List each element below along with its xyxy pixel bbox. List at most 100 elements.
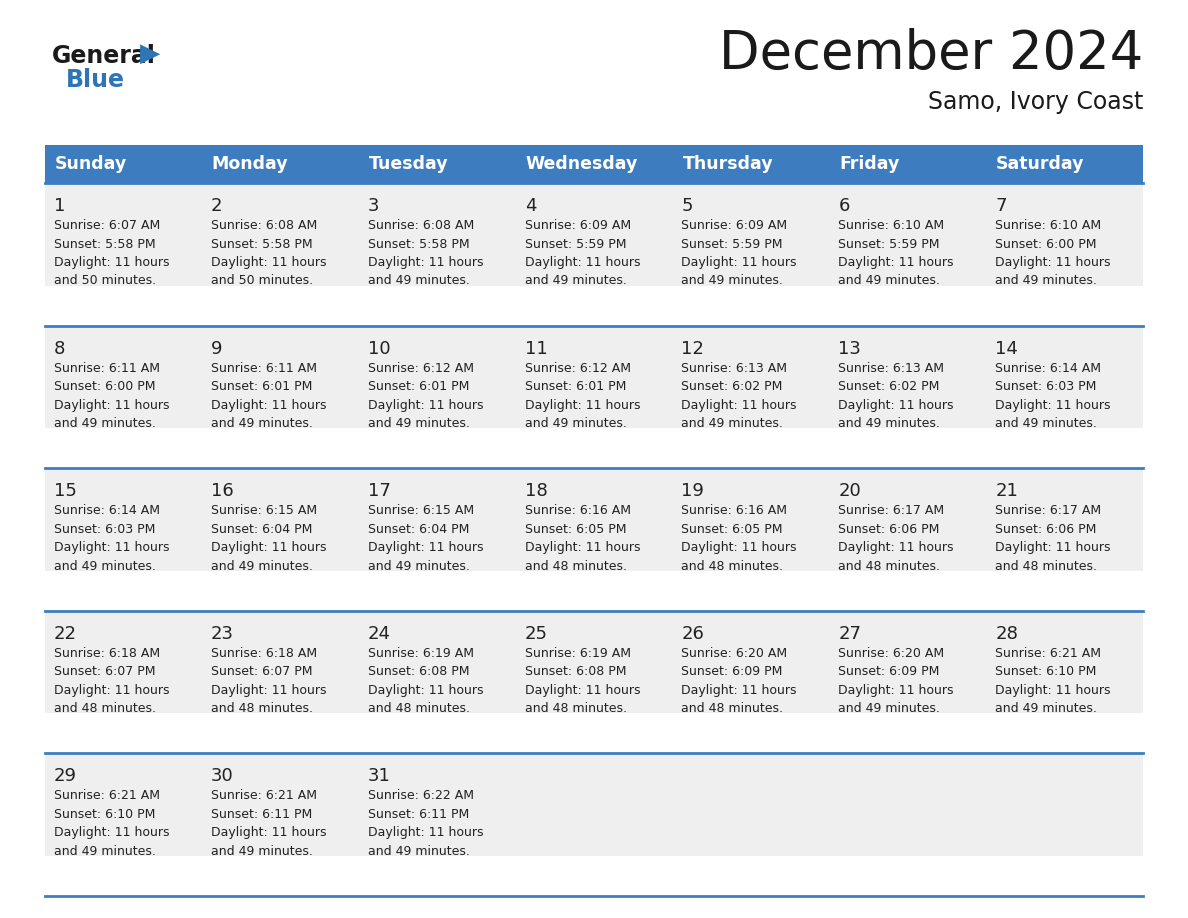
- Bar: [45, 183, 1143, 326]
- Bar: [359, 145, 516, 183]
- Text: and 49 minutes.: and 49 minutes.: [368, 845, 469, 858]
- Text: and 48 minutes.: and 48 minutes.: [53, 702, 156, 715]
- Text: Daylight: 11 hours: Daylight: 11 hours: [368, 826, 484, 839]
- Text: Sunset: 6:07 PM: Sunset: 6:07 PM: [210, 666, 312, 678]
- Text: 30: 30: [210, 767, 234, 786]
- Text: Sunrise: 6:20 AM: Sunrise: 6:20 AM: [682, 647, 788, 660]
- Text: Sunset: 6:00 PM: Sunset: 6:00 PM: [996, 238, 1097, 251]
- Text: 27: 27: [839, 625, 861, 643]
- Text: Sunset: 6:05 PM: Sunset: 6:05 PM: [525, 522, 626, 536]
- Text: Monday: Monday: [211, 155, 289, 173]
- Text: and 49 minutes.: and 49 minutes.: [996, 274, 1097, 287]
- Text: Sunrise: 6:09 AM: Sunrise: 6:09 AM: [682, 219, 788, 232]
- Text: 23: 23: [210, 625, 234, 643]
- Text: Sunday: Sunday: [55, 155, 127, 173]
- Text: Sunset: 6:04 PM: Sunset: 6:04 PM: [210, 522, 312, 536]
- Text: Sunrise: 6:13 AM: Sunrise: 6:13 AM: [839, 362, 944, 375]
- Bar: [986, 145, 1143, 183]
- Text: 26: 26: [682, 625, 704, 643]
- Text: and 48 minutes.: and 48 minutes.: [839, 560, 940, 573]
- Text: 22: 22: [53, 625, 77, 643]
- Bar: [45, 326, 1143, 468]
- Text: Sunrise: 6:14 AM: Sunrise: 6:14 AM: [53, 504, 160, 517]
- Text: Sunrise: 6:17 AM: Sunrise: 6:17 AM: [996, 504, 1101, 517]
- Text: Sunset: 6:10 PM: Sunset: 6:10 PM: [996, 666, 1097, 678]
- Text: Daylight: 11 hours: Daylight: 11 hours: [682, 398, 797, 411]
- Text: Tuesday: Tuesday: [368, 155, 448, 173]
- Text: Daylight: 11 hours: Daylight: 11 hours: [210, 542, 327, 554]
- Bar: [672, 145, 829, 183]
- Text: and 49 minutes.: and 49 minutes.: [839, 702, 940, 715]
- Text: Sunrise: 6:08 AM: Sunrise: 6:08 AM: [210, 219, 317, 232]
- Bar: [45, 468, 1143, 571]
- Text: Daylight: 11 hours: Daylight: 11 hours: [996, 256, 1111, 269]
- Text: Sunrise: 6:09 AM: Sunrise: 6:09 AM: [525, 219, 631, 232]
- Text: 31: 31: [368, 767, 391, 786]
- Text: Sunrise: 6:11 AM: Sunrise: 6:11 AM: [53, 362, 160, 375]
- Bar: [516, 145, 672, 183]
- Text: and 49 minutes.: and 49 minutes.: [839, 417, 940, 431]
- Text: Sunrise: 6:13 AM: Sunrise: 6:13 AM: [682, 362, 788, 375]
- Text: Daylight: 11 hours: Daylight: 11 hours: [53, 542, 170, 554]
- Text: and 49 minutes.: and 49 minutes.: [996, 702, 1097, 715]
- Text: 18: 18: [525, 482, 548, 500]
- Text: Sunrise: 6:15 AM: Sunrise: 6:15 AM: [368, 504, 474, 517]
- Text: Sunset: 6:09 PM: Sunset: 6:09 PM: [682, 666, 783, 678]
- Text: and 48 minutes.: and 48 minutes.: [682, 560, 783, 573]
- Text: Daylight: 11 hours: Daylight: 11 hours: [839, 684, 954, 697]
- Text: 11: 11: [525, 340, 548, 358]
- Text: Daylight: 11 hours: Daylight: 11 hours: [210, 826, 327, 839]
- Text: Sunset: 6:07 PM: Sunset: 6:07 PM: [53, 666, 156, 678]
- Text: Sunrise: 6:07 AM: Sunrise: 6:07 AM: [53, 219, 160, 232]
- Bar: [45, 610, 1143, 713]
- Text: 9: 9: [210, 340, 222, 358]
- Text: Thursday: Thursday: [682, 155, 773, 173]
- Text: and 50 minutes.: and 50 minutes.: [210, 274, 312, 287]
- Text: Sunrise: 6:15 AM: Sunrise: 6:15 AM: [210, 504, 317, 517]
- Text: and 49 minutes.: and 49 minutes.: [368, 417, 469, 431]
- Text: 20: 20: [839, 482, 861, 500]
- Text: 16: 16: [210, 482, 234, 500]
- Text: Sunset: 5:58 PM: Sunset: 5:58 PM: [368, 238, 469, 251]
- Text: Sunset: 6:11 PM: Sunset: 6:11 PM: [210, 808, 312, 821]
- Text: 15: 15: [53, 482, 77, 500]
- Text: Sunrise: 6:21 AM: Sunrise: 6:21 AM: [53, 789, 160, 802]
- Text: Sunset: 6:00 PM: Sunset: 6:00 PM: [53, 380, 156, 393]
- Text: Sunset: 6:06 PM: Sunset: 6:06 PM: [839, 522, 940, 536]
- Text: and 49 minutes.: and 49 minutes.: [210, 845, 312, 858]
- Text: 17: 17: [368, 482, 391, 500]
- Text: and 49 minutes.: and 49 minutes.: [53, 560, 156, 573]
- Text: and 49 minutes.: and 49 minutes.: [210, 417, 312, 431]
- Text: Daylight: 11 hours: Daylight: 11 hours: [53, 398, 170, 411]
- Text: Daylight: 11 hours: Daylight: 11 hours: [839, 398, 954, 411]
- Text: Samo, Ivory Coast: Samo, Ivory Coast: [928, 90, 1143, 114]
- Text: Saturday: Saturday: [997, 155, 1085, 173]
- Text: Sunrise: 6:12 AM: Sunrise: 6:12 AM: [525, 362, 631, 375]
- Text: Sunset: 6:01 PM: Sunset: 6:01 PM: [210, 380, 312, 393]
- Text: 2: 2: [210, 197, 222, 215]
- Text: Sunset: 6:01 PM: Sunset: 6:01 PM: [525, 380, 626, 393]
- Text: and 49 minutes.: and 49 minutes.: [53, 417, 156, 431]
- Text: Daylight: 11 hours: Daylight: 11 hours: [996, 684, 1111, 697]
- Text: Daylight: 11 hours: Daylight: 11 hours: [996, 398, 1111, 411]
- Text: 28: 28: [996, 625, 1018, 643]
- Text: Sunset: 6:06 PM: Sunset: 6:06 PM: [996, 522, 1097, 536]
- Text: and 49 minutes.: and 49 minutes.: [210, 560, 312, 573]
- Text: 21: 21: [996, 482, 1018, 500]
- Text: and 49 minutes.: and 49 minutes.: [53, 845, 156, 858]
- Text: Sunset: 6:04 PM: Sunset: 6:04 PM: [368, 522, 469, 536]
- Text: 13: 13: [839, 340, 861, 358]
- Text: Daylight: 11 hours: Daylight: 11 hours: [839, 542, 954, 554]
- Text: Daylight: 11 hours: Daylight: 11 hours: [53, 684, 170, 697]
- Text: Daylight: 11 hours: Daylight: 11 hours: [368, 684, 484, 697]
- Text: and 49 minutes.: and 49 minutes.: [368, 560, 469, 573]
- Bar: [829, 145, 986, 183]
- Text: Sunrise: 6:21 AM: Sunrise: 6:21 AM: [996, 647, 1101, 660]
- Text: 8: 8: [53, 340, 65, 358]
- Text: Sunrise: 6:12 AM: Sunrise: 6:12 AM: [368, 362, 474, 375]
- Text: Sunset: 6:02 PM: Sunset: 6:02 PM: [839, 380, 940, 393]
- Text: 3: 3: [368, 197, 379, 215]
- Text: Sunset: 5:58 PM: Sunset: 5:58 PM: [210, 238, 312, 251]
- Text: Sunrise: 6:21 AM: Sunrise: 6:21 AM: [210, 789, 317, 802]
- Text: and 48 minutes.: and 48 minutes.: [210, 702, 312, 715]
